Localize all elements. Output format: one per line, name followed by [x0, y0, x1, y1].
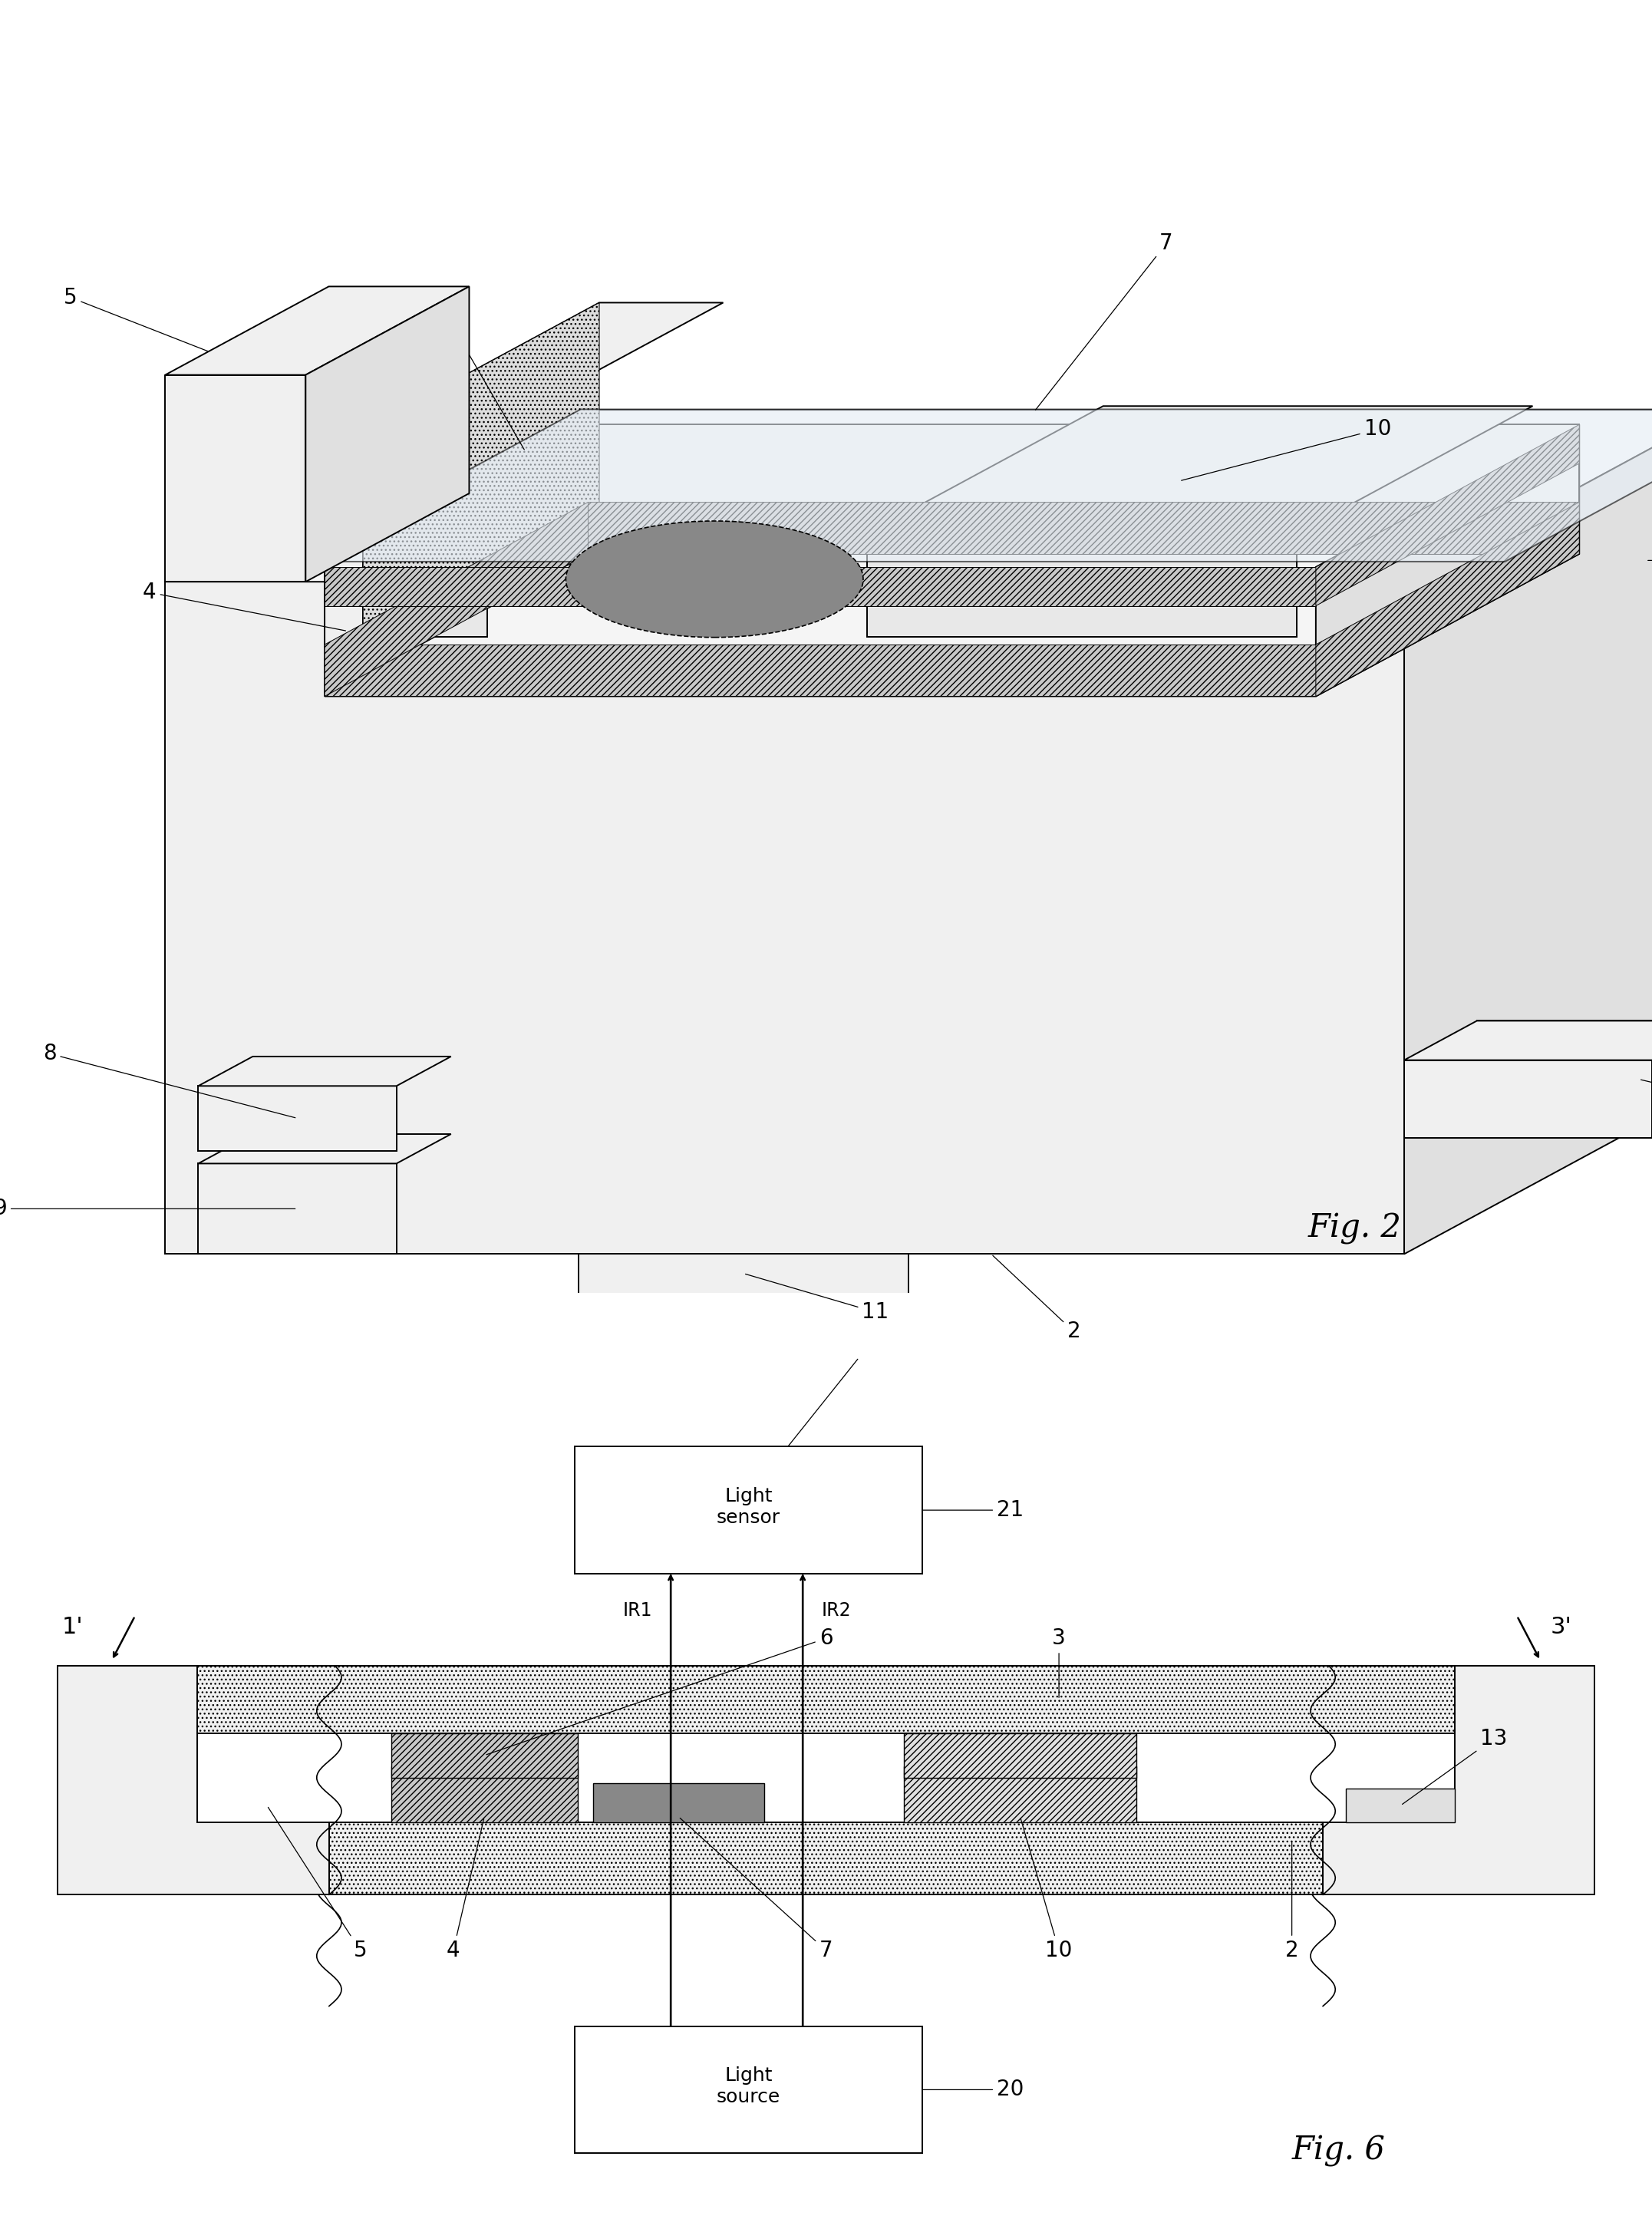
Text: 3': 3' [1550, 1616, 1571, 1638]
Polygon shape [197, 1665, 1455, 1734]
Text: 2: 2 [993, 1255, 1080, 1342]
Text: 4: 4 [142, 582, 345, 631]
Polygon shape [1323, 1665, 1594, 1895]
FancyBboxPatch shape [575, 1447, 922, 1574]
Polygon shape [198, 1135, 451, 1164]
Text: 1': 1' [63, 1616, 83, 1638]
FancyBboxPatch shape [575, 2026, 922, 2153]
Polygon shape [58, 1665, 329, 1895]
Polygon shape [578, 1255, 909, 1331]
Text: 2: 2 [1285, 1841, 1298, 1962]
Text: 7: 7 [1036, 232, 1173, 410]
Polygon shape [198, 1164, 396, 1255]
Polygon shape [325, 424, 588, 695]
Text: 13: 13 [1640, 1079, 1652, 1128]
Text: 12: 12 [763, 1360, 857, 1471]
Polygon shape [165, 374, 306, 582]
Text: Light
sensor: Light sensor [717, 1487, 780, 1527]
Polygon shape [867, 406, 1533, 533]
Text: 13: 13 [1403, 1727, 1507, 1803]
Polygon shape [198, 1086, 396, 1150]
Text: IR2: IR2 [821, 1600, 851, 1620]
Polygon shape [363, 430, 487, 637]
Polygon shape [329, 1734, 1323, 1821]
Text: IR1: IR1 [623, 1600, 653, 1620]
Polygon shape [867, 533, 1297, 637]
Polygon shape [1346, 1788, 1455, 1821]
Text: 14: 14 [291, 359, 451, 459]
Text: 10: 10 [1021, 1819, 1072, 1962]
Polygon shape [1404, 1021, 1652, 1061]
Polygon shape [392, 1734, 578, 1779]
Polygon shape [363, 303, 600, 637]
Polygon shape [588, 502, 1579, 553]
Text: 21: 21 [922, 1500, 1024, 1520]
Polygon shape [1477, 1021, 1652, 1099]
Polygon shape [1404, 410, 1652, 1255]
Polygon shape [329, 1821, 1323, 1895]
Polygon shape [363, 303, 724, 430]
Text: 3: 3 [1052, 1627, 1066, 1698]
Polygon shape [1317, 424, 1579, 606]
Polygon shape [904, 1734, 1137, 1779]
Text: 4: 4 [446, 1819, 484, 1962]
Polygon shape [165, 582, 1404, 1255]
Polygon shape [325, 502, 588, 695]
Polygon shape [306, 288, 469, 582]
Text: 6: 6 [436, 299, 524, 450]
Polygon shape [165, 288, 469, 374]
Text: 20: 20 [922, 2080, 1024, 2100]
Text: Fig. 6: Fig. 6 [1292, 2135, 1386, 2167]
Polygon shape [299, 410, 1652, 562]
Text: 5: 5 [268, 1808, 367, 1962]
Polygon shape [661, 1306, 1074, 1395]
Text: 10: 10 [1181, 419, 1391, 481]
Text: 11: 11 [745, 1275, 889, 1324]
Text: 8: 8 [43, 1043, 296, 1117]
Polygon shape [198, 1057, 451, 1086]
Text: Fig. 2: Fig. 2 [1308, 1213, 1401, 1244]
Polygon shape [325, 566, 1317, 606]
Text: 7: 7 [681, 1819, 833, 1962]
Text: 5: 5 [63, 288, 233, 361]
Text: 6: 6 [486, 1627, 833, 1754]
Polygon shape [1317, 502, 1579, 695]
Polygon shape [593, 1783, 763, 1821]
Polygon shape [165, 410, 1652, 582]
Text: Light
source: Light source [717, 2066, 780, 2106]
Text: 9: 9 [0, 1197, 296, 1219]
Polygon shape [325, 553, 1579, 695]
Ellipse shape [567, 522, 864, 637]
Text: 3: 3 [1649, 551, 1652, 571]
Polygon shape [1317, 424, 1579, 695]
Polygon shape [1404, 1061, 1652, 1137]
Polygon shape [325, 644, 1317, 695]
Polygon shape [588, 424, 1579, 553]
Polygon shape [904, 1765, 1137, 1821]
Polygon shape [392, 1765, 578, 1821]
